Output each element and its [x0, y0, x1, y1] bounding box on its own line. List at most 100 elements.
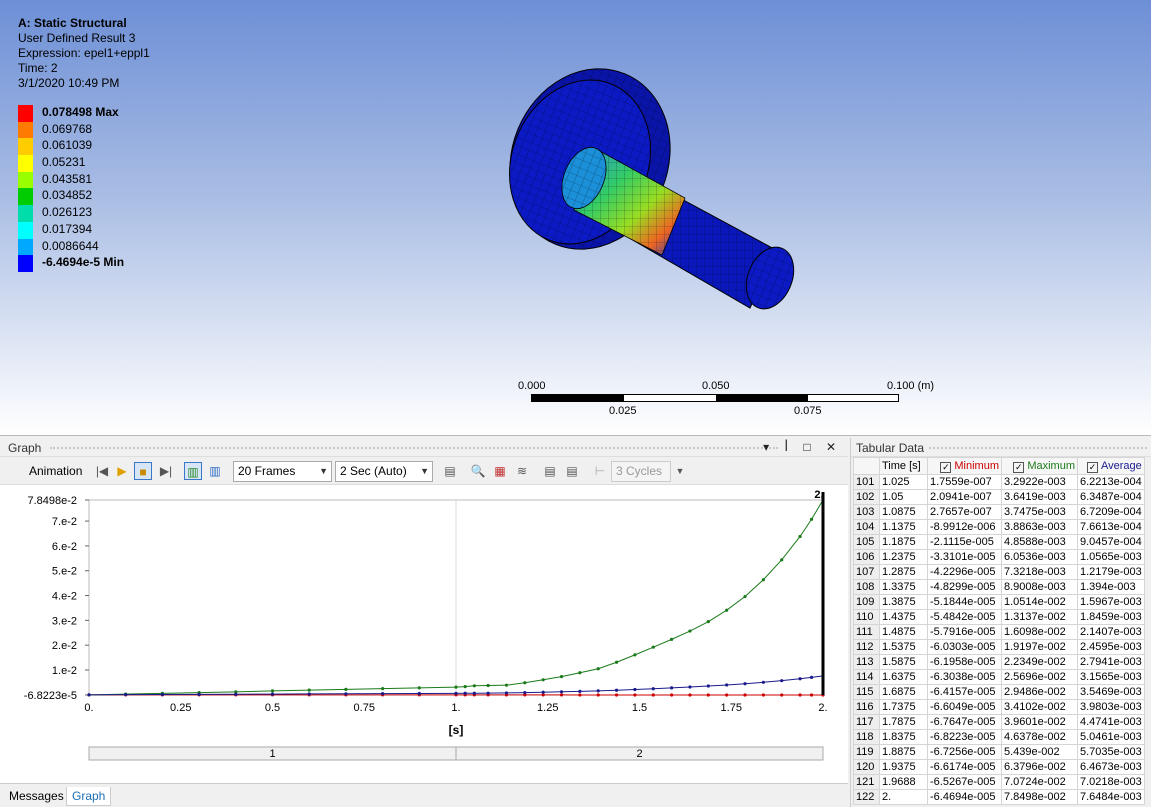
stop-icon[interactable]: ■	[134, 462, 152, 480]
table-row[interactable]: 102 1.05 2.0941e-007 3.6419e-003 6.3487e-004	[853, 489, 1145, 505]
table-row[interactable]: 114 1.6375 -6.3038e-005 2.5696e-002 3.1565e-…	[853, 669, 1145, 685]
tab-messages[interactable]: Messages	[9, 789, 64, 803]
data-point-average	[463, 691, 467, 695]
data-point-minimum	[688, 693, 692, 697]
row-index: 119	[853, 744, 880, 760]
time-cell: 1.1875	[879, 534, 928, 550]
color-legend-icon[interactable]: ▦	[494, 464, 506, 478]
data-point-minimum	[780, 693, 784, 697]
x-tick-label: 0.5	[265, 702, 280, 714]
minimum-cell: -5.7916e-005	[927, 624, 1002, 640]
row-index: 112	[853, 639, 880, 655]
minimum-checkbox[interactable]: ✓	[940, 461, 952, 473]
result-expression: Expression: epel1+eppl1	[18, 46, 150, 60]
table-row[interactable]: 120 1.9375 -6.6174e-005 6.3796e-002 6.4673e-…	[853, 759, 1145, 775]
maximum-cell: 4.6378e-002	[1001, 729, 1078, 745]
table-row[interactable]: 101 1.025 1.7559e-007 3.2922e-003 6.2213e-00…	[853, 474, 1145, 490]
minimum-cell: -3.3101e-005	[927, 549, 1002, 565]
maximum-cell: 8.9008e-003	[1001, 579, 1078, 595]
average-cell: 1.5967e-003	[1077, 594, 1145, 610]
scale-icon[interactable]: ▤	[544, 464, 556, 478]
maximum-checkbox[interactable]: ✓	[1013, 461, 1025, 473]
table-row[interactable]: 109 1.3875 -5.1844e-005 1.0514e-002 1.5967e-…	[853, 594, 1145, 610]
row-index: 103	[853, 504, 880, 520]
data-point-maximum	[454, 685, 458, 689]
maximum-cell: 3.2922e-003	[1001, 474, 1078, 490]
table-row[interactable]: 111 1.4875 -5.7916e-005 1.6098e-002 2.1407e-…	[853, 624, 1145, 640]
data-point-minimum	[559, 693, 564, 697]
previous-frame-icon[interactable]: |◀	[95, 464, 109, 478]
data-point-average	[472, 691, 476, 695]
data-point-average	[541, 690, 545, 694]
data-point-maximum	[596, 667, 600, 671]
time-cell: 1.4375	[879, 609, 928, 625]
header-time[interactable]: Time [s]	[879, 457, 928, 475]
data-point-maximum	[463, 685, 467, 689]
table-row[interactable]: 122 2. -6.4694e-005 7.8498e-002 7.6484e-003	[853, 789, 1145, 805]
data-point-maximum	[417, 686, 421, 690]
legend-color-swatch	[18, 188, 33, 206]
average-cell: 6.3487e-004	[1077, 489, 1145, 505]
table-row[interactable]: 115 1.6875 -6.4157e-005 2.9486e-002 3.5469e-…	[853, 684, 1145, 700]
maximum-cell: 1.3137e-002	[1001, 609, 1078, 625]
table-row[interactable]: 118 1.8375 -6.8223e-005 4.6378e-002 5.0461e-…	[853, 729, 1145, 745]
cycles-dropdown-icon[interactable]: ▼	[675, 466, 685, 476]
average-cell: 3.9803e-003	[1077, 699, 1145, 715]
minimum-cell: -6.6174e-005	[927, 759, 1002, 775]
zoom-icon[interactable]: 🔍	[470, 464, 486, 478]
average-checkbox[interactable]: ✓	[1087, 461, 1098, 473]
data-point-minimum	[614, 693, 619, 697]
result-name: User Defined Result 3	[18, 31, 136, 45]
time-cell: 1.025	[879, 474, 928, 490]
legend-color-swatch	[18, 171, 33, 189]
fit-icon[interactable]: ≋	[516, 464, 528, 478]
table-row[interactable]: 106 1.2375 -3.3101e-005 6.0536e-003 1.0565e-…	[853, 549, 1145, 565]
data-point-maximum	[504, 683, 509, 687]
row-index: 118	[853, 729, 880, 745]
distributed-frames-icon[interactable]: ▥	[184, 462, 202, 480]
header-average[interactable]: ✓ Average	[1077, 457, 1145, 475]
table-row[interactable]: 110 1.4375 -5.4842e-005 1.3137e-002 1.8459e-…	[853, 609, 1145, 625]
result-sets-icon[interactable]: ▥	[209, 464, 221, 478]
tab-graph[interactable]: Graph	[66, 787, 112, 806]
cycles-select[interactable]: 3 Cycles	[611, 461, 671, 482]
frames-select[interactable]: 20 Frames ▼	[233, 461, 332, 482]
time-cell: 1.3875	[879, 594, 928, 610]
time-cell: 1.6375	[879, 669, 928, 685]
table-row[interactable]: 107 1.2875 -4.2296e-005 7.3218e-003 1.2179e-…	[853, 564, 1145, 580]
model-mesh[interactable]	[480, 50, 840, 330]
data-point-maximum	[578, 671, 582, 675]
table-row[interactable]: 103 1.0875 2.7657e-007 3.7475e-003 6.7209e-0…	[853, 504, 1145, 520]
table-row[interactable]: 108 1.3375 -4.8299e-005 8.9008e-003 1.394e-0…	[853, 579, 1145, 595]
table-row[interactable]: 117 1.7875 -6.7647e-005 3.9601e-002 4.4741e-…	[853, 714, 1145, 730]
average-cell: 3.1565e-003	[1077, 669, 1145, 685]
data-point-average	[307, 692, 311, 696]
header-minimum[interactable]: ✓ Minimum	[927, 457, 1002, 475]
duration-select[interactable]: 2 Sec (Auto) ▼	[335, 461, 433, 482]
play-icon[interactable]: ▶	[117, 464, 127, 478]
time-cell: 1.5375	[879, 639, 928, 655]
time-cell: 2.	[879, 789, 928, 805]
frames-icon[interactable]: ▤	[566, 464, 578, 478]
average-cell: 1.8459e-003	[1077, 609, 1145, 625]
tabular-data-table[interactable]: Time [s] ✓ Minimum ✓ Maximum ✓ Average 101 1…	[853, 457, 1145, 805]
next-frame-icon[interactable]: ▶|	[159, 464, 173, 478]
table-row[interactable]: 112 1.5375 -6.0303e-005 1.9197e-002 2.4595e-…	[853, 639, 1145, 655]
export-video-icon[interactable]: ▤	[444, 464, 456, 478]
result-chart[interactable]: 7.8498e-2 7.e-2 6.e-2 5.e-2 4.e-2 3.e-2 2.e-2 1…	[0, 485, 848, 785]
cycles-icon[interactable]: ⊢	[594, 464, 606, 478]
maximum-cell: 2.5696e-002	[1001, 669, 1078, 685]
table-row[interactable]: 105 1.1875 -2.1115e-005 4.8588e-003 9.0457e-…	[853, 534, 1145, 550]
graphics-viewport[interactable]: A: Static Structural User Defined Result…	[0, 0, 1151, 436]
data-point-average	[87, 693, 91, 697]
table-row[interactable]: 113 1.5875 -6.1958e-005 2.2349e-002 2.7941e-…	[853, 654, 1145, 670]
y-tick-label: -6.8223e-5	[24, 690, 77, 702]
panel-window-controls[interactable]: ▾ ꟾ □ ✕	[763, 440, 842, 454]
table-row[interactable]: 104 1.1375 -8.9912e-006 3.8863e-003 7.6613e-…	[853, 519, 1145, 535]
table-row[interactable]: 116 1.7375 -6.6049e-005 3.4102e-002 3.9803e-…	[853, 699, 1145, 715]
header-maximum[interactable]: ✓ Maximum	[1001, 457, 1078, 475]
table-row[interactable]: 119 1.8875 -6.7256e-005 5.439e-002 5.7035e-0…	[853, 744, 1145, 760]
data-point-minimum	[809, 693, 814, 697]
table-row[interactable]: 121 1.9688 -6.5267e-005 7.0724e-002 7.0218e-…	[853, 774, 1145, 790]
row-index: 114	[853, 669, 880, 685]
